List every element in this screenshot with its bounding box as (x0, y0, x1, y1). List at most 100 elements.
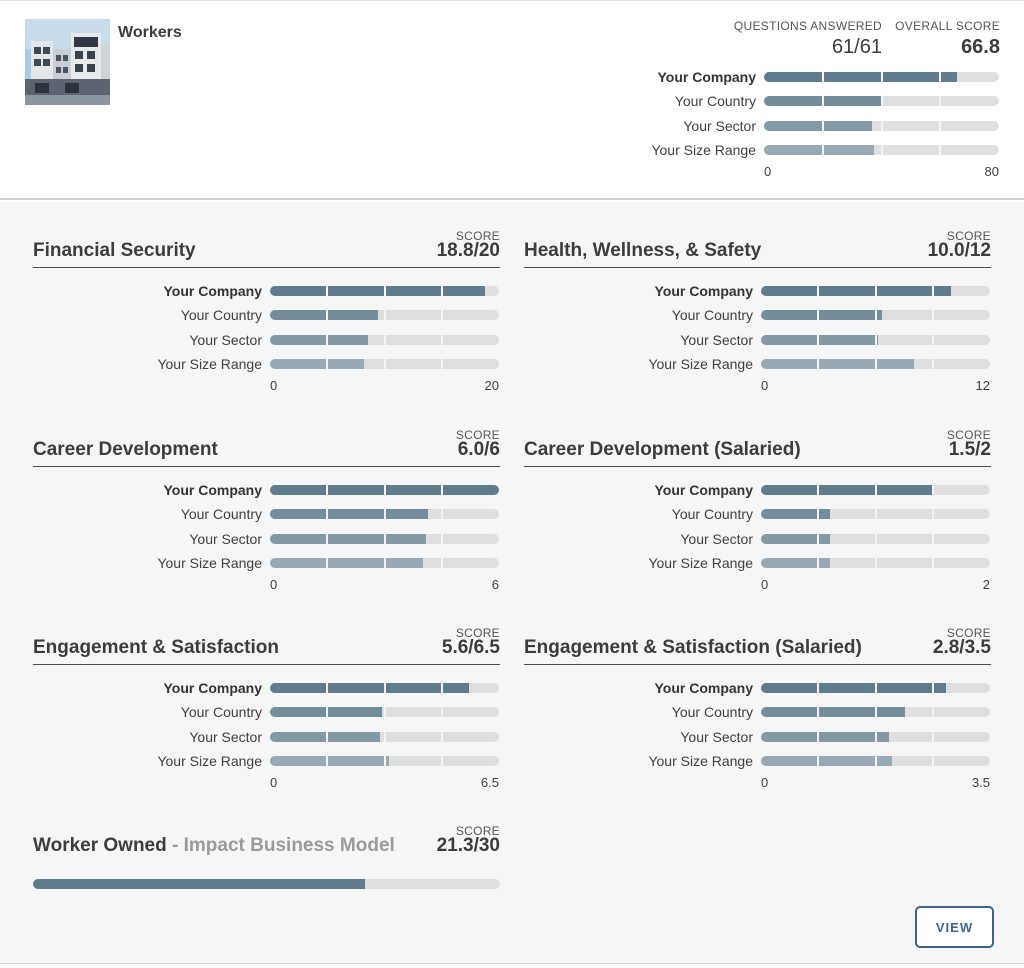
impact-business-model-block: SCORE Worker Owned - Impact Business Mod… (33, 824, 500, 894)
bar-divider (326, 731, 329, 742)
bar-divider (931, 358, 934, 369)
bar-row-your-company: Your Company (116, 283, 499, 299)
axis-min-label: 0 (764, 164, 772, 180)
bar-row-your-sector: Your Sector (604, 118, 999, 134)
bar-track-your-sector (270, 334, 499, 345)
axis-max-label: 3.5 (971, 775, 990, 791)
section-divider (524, 664, 991, 665)
bar-divider (931, 533, 934, 544)
bar-divider (440, 485, 443, 495)
bar-divider (817, 485, 820, 495)
bar-divider (383, 707, 386, 718)
bar-divider (880, 96, 883, 107)
bar-divider (880, 72, 883, 82)
bar-divider (874, 557, 877, 568)
section-score-label: SCORE (455, 428, 500, 442)
axis-min-label: 0 (761, 378, 769, 394)
bar-row-your-size-range: Your Size Range (604, 142, 999, 158)
bar-divider (817, 310, 820, 321)
bar-divider (931, 731, 934, 742)
axis-min-label: 0 (270, 775, 278, 791)
section-score: 6.0/6 (457, 439, 500, 460)
bar-divider (383, 509, 386, 520)
workers-thumbnail-image (25, 19, 110, 105)
bar-label-your-company: Your Company (654, 283, 753, 299)
bar-row-your-country: Your Country (116, 307, 499, 323)
bar-divider (874, 334, 877, 345)
bar-divider (821, 72, 824, 82)
bar-label-your-country: Your Country (674, 93, 756, 110)
section-title: Engagement & Satisfaction (Salaried) (524, 637, 862, 658)
impact-model-score: 21.3/30 (436, 835, 500, 856)
bar-row-your-company: Your Company (607, 680, 990, 696)
section-score-label: SCORE (455, 626, 500, 640)
view-button[interactable]: VIEW (915, 906, 994, 948)
section-divider (524, 466, 991, 467)
bar-divider (440, 683, 443, 693)
category-section: SCORE Financial Security 18.8/20 (33, 229, 500, 269)
bar-divider (817, 755, 820, 766)
section-title: Health, Wellness, & Safety (524, 240, 762, 261)
bar-divider (817, 707, 820, 718)
bar-label-your-company: Your Company (163, 482, 262, 498)
section-divider (524, 267, 991, 268)
bar-divider (326, 509, 329, 520)
bar-track-your-company (270, 286, 499, 296)
bar-fill-your-size-range (764, 144, 875, 155)
bar-row-your-country: Your Country (604, 93, 999, 110)
bar-track-your-size-range (270, 755, 499, 766)
impact-score-label: SCORE (455, 824, 500, 838)
section-score: 5.6/6.5 (441, 637, 500, 658)
bar-divider (440, 557, 443, 568)
bar-divider (440, 533, 443, 544)
bar-divider (383, 286, 386, 296)
bar-row-your-company: Your Company (116, 482, 499, 498)
bar-divider (874, 509, 877, 520)
axis-min-label: 0 (761, 775, 769, 791)
questions-answered-value: 61/61 (831, 36, 882, 58)
bar-divider (931, 557, 934, 568)
bar-fill-your-company (270, 286, 486, 296)
bar-divider (817, 334, 820, 345)
bar-track-your-country (270, 707, 499, 718)
bar-fill-your-size-range (270, 358, 364, 369)
bar-divider (383, 310, 386, 321)
bar-label-your-company: Your Company (654, 482, 753, 498)
bar-track-your-size-range (270, 557, 499, 568)
building-photo-icon (25, 19, 110, 105)
bar-divider (931, 707, 934, 718)
bar-row-your-sector: Your Sector (607, 332, 990, 348)
axis-max-label: 6 (491, 577, 499, 593)
section-score: 18.8/20 (436, 240, 500, 261)
bar-divider (874, 485, 877, 495)
bar-track-your-company (761, 485, 990, 495)
bar-label-your-sector: Your Sector (680, 530, 753, 547)
bar-divider (817, 533, 820, 544)
bar-divider (440, 755, 443, 766)
bar-label-your-size-range: Your Size Range (157, 752, 262, 769)
bar-divider (383, 683, 386, 693)
overall-score-label: OVERALL SCORE (895, 19, 1000, 33)
bar-fill-your-company (761, 286, 952, 296)
bar-divider (931, 334, 934, 345)
bar-divider (874, 731, 877, 742)
bar-divider (817, 286, 820, 296)
bar-divider (874, 286, 877, 296)
category-section: SCORE Engagement & Satisfaction (Salaried… (524, 626, 991, 666)
bar-divider (440, 358, 443, 369)
bar-divider (326, 358, 329, 369)
bar-label-your-company: Your Company (654, 680, 753, 696)
bar-row-your-sector: Your Sector (607, 729, 990, 745)
bar-fill-your-country (270, 310, 378, 321)
bar-divider (440, 286, 443, 296)
bar-row-your-country: Your Country (607, 506, 990, 522)
bar-fill-your-sector (761, 533, 830, 544)
bar-fill-your-size-range (761, 755, 892, 766)
bar-divider (880, 120, 883, 131)
section-score: 10.0/12 (927, 240, 991, 261)
category-section: SCORE Health, Wellness, & Safety 10.0/12 (524, 229, 991, 269)
bar-divider (874, 755, 877, 766)
bar-track-your-company (761, 683, 990, 693)
bar-row-your-company: Your Company (116, 680, 499, 696)
bar-label-your-size-range: Your Size Range (648, 554, 753, 571)
